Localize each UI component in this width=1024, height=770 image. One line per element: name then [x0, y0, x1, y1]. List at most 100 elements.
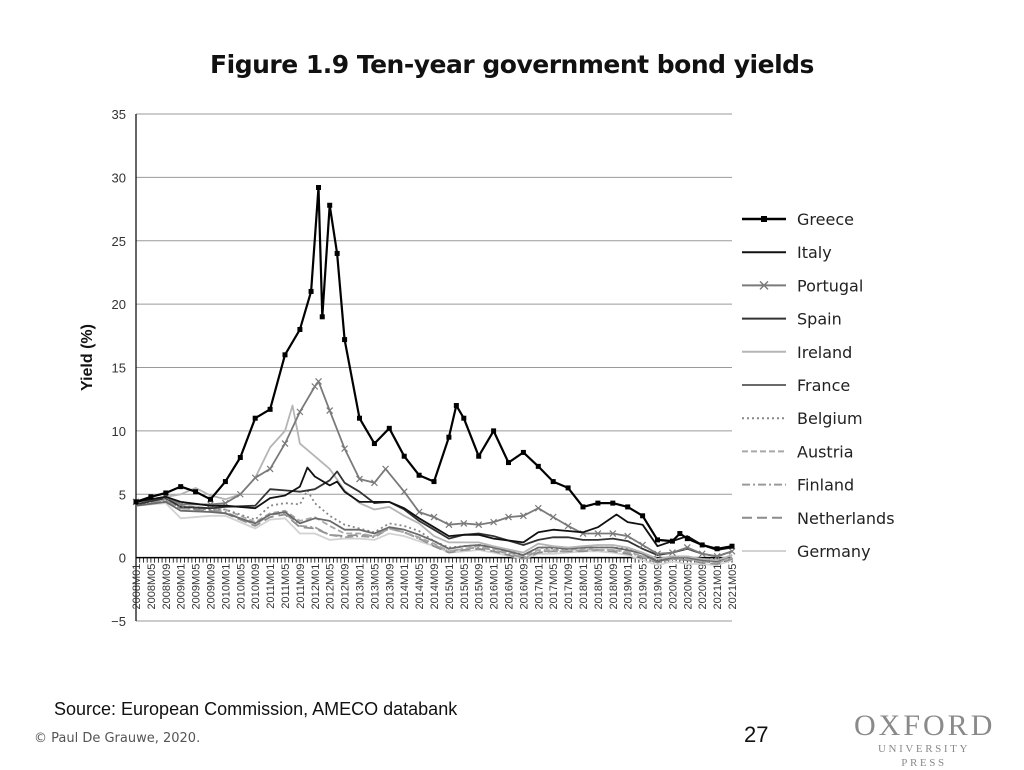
series-line-portugal	[135, 380, 733, 558]
x-tick-label: 2008M05	[146, 564, 158, 610]
y-tick-label: 5	[119, 487, 126, 502]
legend-marker	[759, 280, 769, 290]
series-line-france	[135, 501, 733, 563]
x-tick-label: 2014M05	[414, 564, 426, 610]
y-tick-label: −5	[111, 614, 126, 629]
portugal-point	[624, 532, 632, 540]
portugal-point	[382, 465, 389, 473]
portugal-point	[281, 440, 289, 447]
portugal-point	[370, 479, 378, 487]
greece-point	[282, 352, 288, 358]
portugal-point	[341, 445, 349, 453]
portugal-point	[668, 549, 676, 556]
copyright-note: © Paul De Grauwe, 2020.	[34, 731, 201, 746]
greece-point	[595, 500, 601, 506]
greece-point	[163, 490, 169, 496]
greece-point	[580, 504, 586, 510]
x-tick-label: 2009M05	[191, 564, 203, 610]
legend-label-greece: Greece	[797, 210, 854, 229]
source-note: Source: European Commission, AMECO datab…	[54, 699, 458, 719]
x-tick-label: 2018M09	[608, 564, 620, 610]
portugal-point	[296, 408, 304, 416]
y-tick-label: 20	[112, 297, 126, 312]
greece-point	[308, 288, 314, 294]
greece-point	[401, 453, 407, 459]
legend-label-netherlands: Netherlands	[797, 509, 895, 528]
greece-point	[625, 504, 631, 510]
greece-point	[416, 472, 422, 478]
x-tick-label: 2008M09	[161, 564, 173, 610]
x-tick-label: 2015M05	[459, 564, 471, 610]
x-tick-label: 2011M09	[295, 564, 307, 609]
portugal-point	[505, 513, 512, 521]
portugal-point	[236, 490, 244, 498]
x-tick-label: 2018M01	[578, 564, 590, 610]
x-tick-label: 2018M05	[593, 564, 605, 610]
x-tick-label: 2010M01	[220, 564, 232, 610]
series-line-netherlands	[135, 499, 733, 565]
portugal-point	[430, 513, 438, 521]
x-tick-label: 2015M09	[474, 564, 486, 610]
greece-point	[655, 537, 660, 543]
portugal-point	[549, 513, 557, 521]
greece-point	[491, 428, 497, 434]
y-axis-label: Yield (%)	[79, 324, 96, 391]
greece-point	[453, 403, 459, 409]
greece-point	[446, 434, 452, 440]
greece-point	[267, 406, 273, 412]
portugal-point	[460, 519, 468, 527]
series-line-italy	[135, 466, 733, 551]
y-tick-label: 30	[112, 170, 126, 185]
portugal-point	[266, 465, 274, 473]
greece-point	[342, 337, 348, 343]
x-tick-label: 2020M05	[682, 564, 694, 610]
x-tick-label: 2021M01	[712, 564, 724, 610]
greece-point	[677, 531, 683, 537]
x-tick-label: 2009M01	[176, 564, 188, 610]
greece-point	[297, 326, 303, 332]
y-tick-label: 15	[112, 361, 126, 376]
greece-point	[550, 479, 556, 485]
portugal-point	[315, 378, 322, 385]
x-tick-label: 2016M01	[489, 564, 501, 610]
greece-point	[640, 513, 646, 519]
legend-label-portugal: Portugal	[797, 276, 863, 295]
portugal-point	[698, 550, 706, 558]
greece-point	[461, 415, 467, 421]
legend-label-ireland: Ireland	[797, 343, 852, 362]
portugal-point	[400, 488, 408, 496]
portugal-point	[713, 552, 721, 560]
greece-point	[316, 185, 322, 191]
series-line-greece	[135, 186, 733, 550]
greece-point	[476, 453, 482, 459]
portugal-point	[654, 550, 661, 558]
greece-point	[222, 479, 228, 485]
x-tick-label: 2019M05	[638, 564, 650, 610]
portugal-point	[490, 518, 498, 526]
portugal-point	[475, 521, 483, 529]
greece-point	[319, 314, 325, 320]
legend-label-finland: Finland	[797, 476, 854, 495]
x-tick-label: 2013M05	[369, 564, 381, 610]
portugal-point	[415, 508, 423, 516]
greece-point	[327, 202, 333, 208]
portugal-point	[564, 522, 572, 530]
legend-label-france: France	[797, 376, 850, 395]
x-tick-label: 2019M01	[623, 564, 635, 610]
x-tick-label: 2017M09	[563, 564, 575, 610]
greece-point	[431, 479, 437, 485]
greece-point	[237, 454, 243, 460]
x-tick-label: 2013M01	[355, 564, 367, 610]
legend-label-italy: Italy	[797, 243, 832, 262]
portugal-point	[639, 541, 647, 549]
publisher-logo: OXFORD UNIVERSITY PRESS	[854, 710, 994, 770]
x-tick-label: 2017M01	[533, 564, 545, 610]
greece-point	[669, 538, 675, 544]
greece-point	[565, 485, 571, 491]
x-tick-label: 2010M05	[235, 564, 247, 610]
x-tick-label: 2011M05	[280, 564, 292, 609]
slide-title: Figure 1.9 Ten-year government bond yiel…	[210, 50, 814, 79]
x-tick-label: 2016M05	[504, 564, 516, 610]
x-tick-label: 2019M09	[653, 564, 665, 610]
